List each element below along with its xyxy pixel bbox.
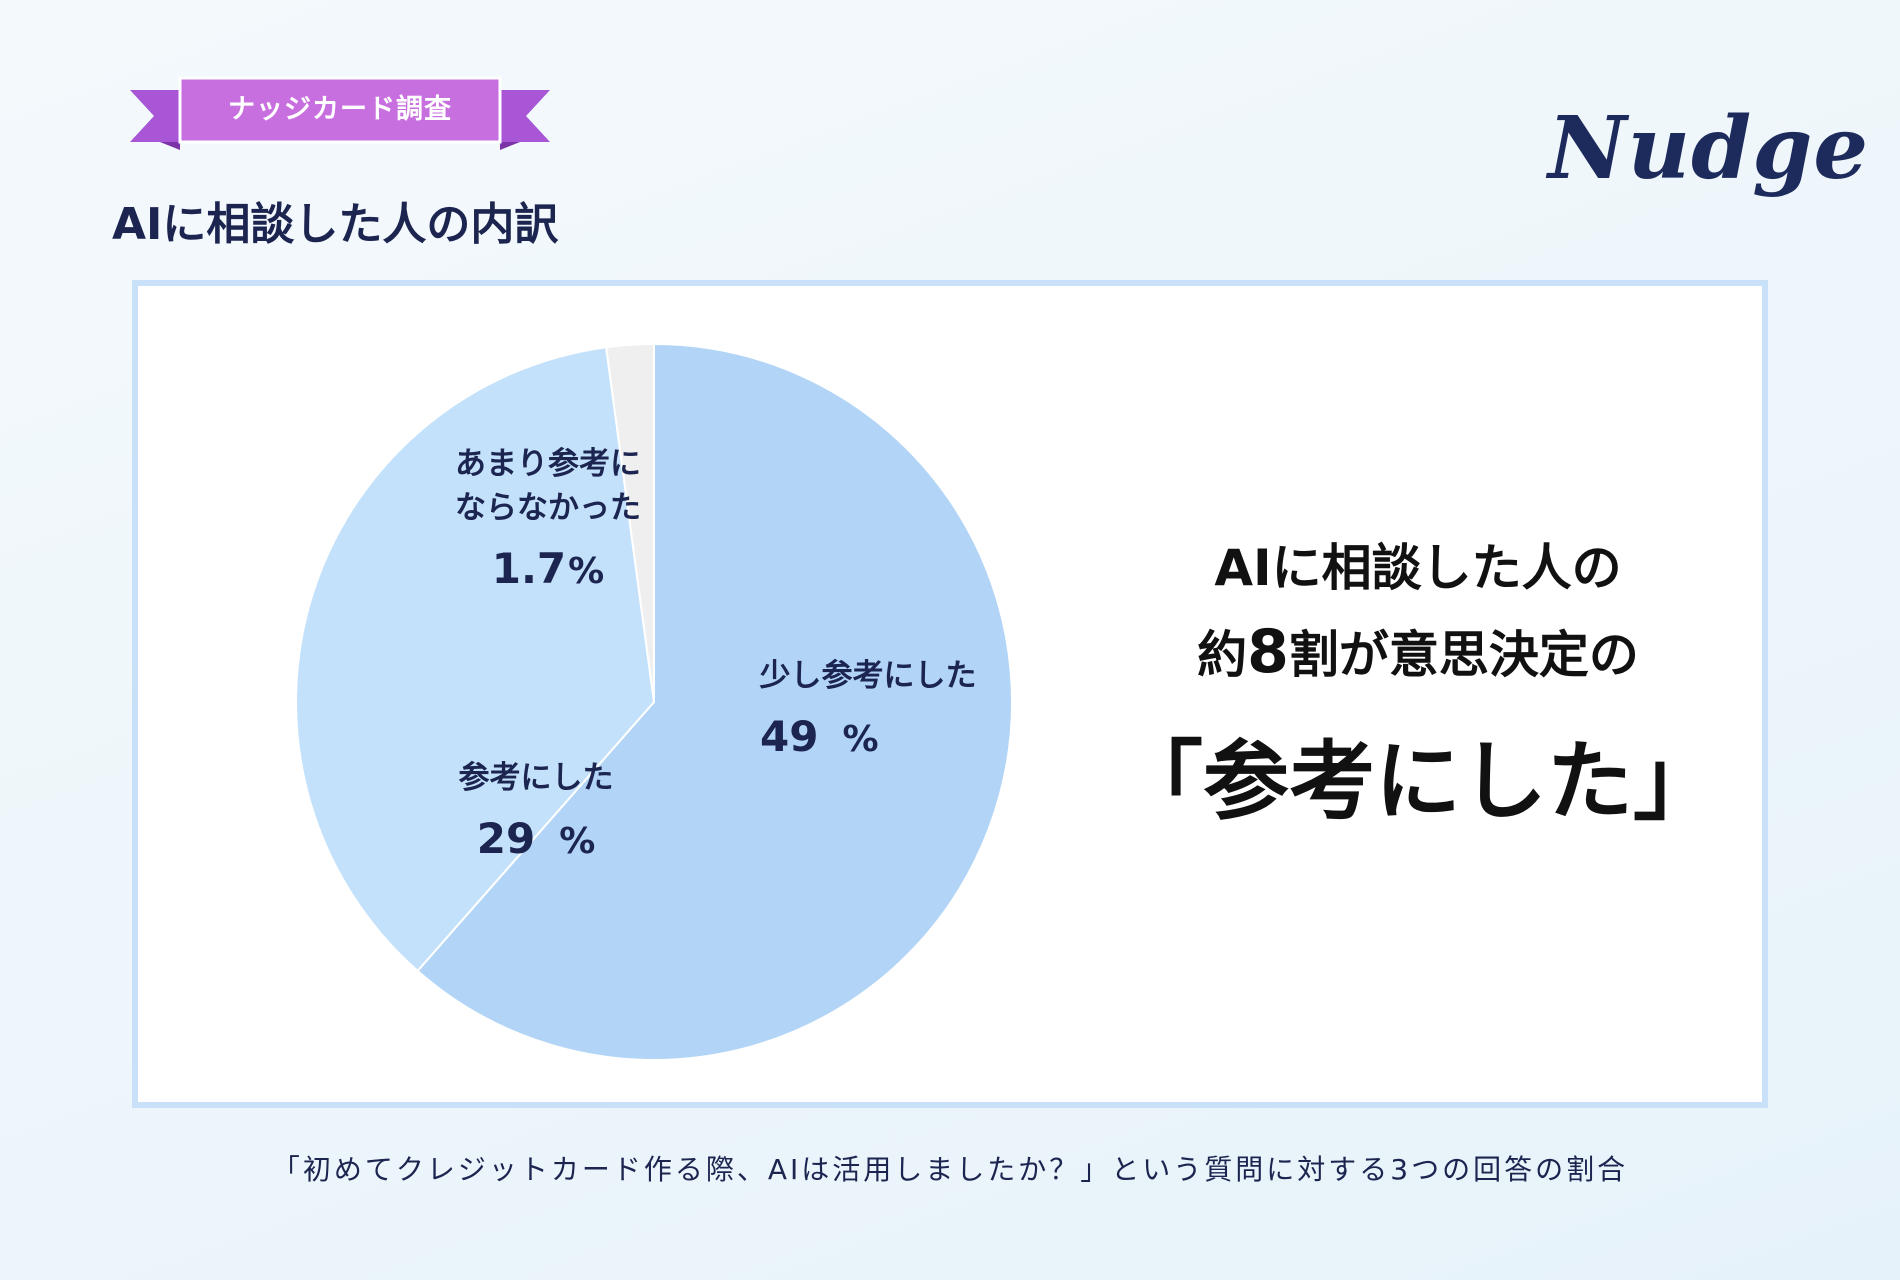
pie-slice-amari (605, 342, 655, 703)
chart-panel: 少し参考にした 49% 参考にした 29% あまり参考に ならなかった 1.7%… (132, 280, 1768, 1108)
slice-label-sankou: 参考にした 29% (406, 756, 666, 863)
headline-line-1: AIに相談した人の (1214, 539, 1622, 597)
headline: AIに相談した人の 約8割が意思決定の 「参考にした」 (1098, 526, 1738, 836)
pie-slice-sankou (295, 346, 656, 973)
slice-name-line: あまり参考に (455, 446, 641, 482)
percent-value: 1.7 (491, 544, 567, 593)
slice-name: 少し参考にした (759, 658, 977, 694)
percent-value: 29 (476, 814, 536, 863)
slice-percent: 49% (738, 712, 998, 761)
nudge-logo: Nudge (1548, 98, 1870, 199)
pie-chart (295, 342, 1013, 1061)
slice-percent: 29% (406, 814, 666, 863)
slice-percent: 1.7% (418, 544, 678, 593)
slice-name: 参考にした (458, 760, 614, 796)
slice-label-sukoshi: 少し参考にした 49% (738, 654, 998, 761)
headline-number: 8 (1247, 617, 1289, 687)
page-title: AIに相談した人の内訳 (112, 199, 559, 250)
slice-name-line: ならなかった (455, 490, 641, 526)
headline-emphasis: 「参考にした」 (1117, 732, 1719, 832)
headline-prefix: 約 (1197, 626, 1248, 684)
headline-line-2: 約8割が意思決定の (1098, 610, 1738, 697)
footnote: 「初めてクレジットカード作る際、AIは活用しましたか？」という質問に対する3つの… (271, 1153, 1629, 1186)
pie-slice-sukoshi (416, 342, 1013, 1061)
badge-label: ナッジカード調査 (228, 93, 452, 125)
headline-suffix: 割が意思決定の (1288, 626, 1639, 684)
percent-unit: % (842, 719, 879, 760)
percent-unit: % (559, 821, 596, 862)
ribbon-shape (130, 76, 550, 150)
survey-badge: ナッジカード調査 (130, 70, 550, 150)
percent-unit: % (568, 551, 605, 592)
percent-value: 49 (760, 712, 819, 761)
slice-label-amari: あまり参考に ならなかった 1.7% (418, 442, 678, 593)
